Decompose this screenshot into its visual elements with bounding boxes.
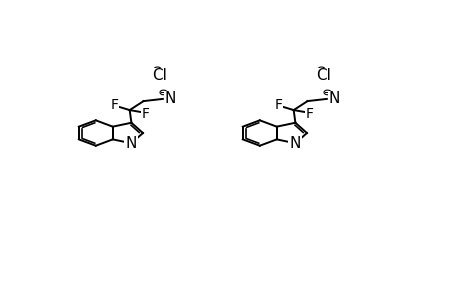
Text: N: N bbox=[328, 92, 339, 106]
Text: Cl: Cl bbox=[151, 68, 166, 83]
Text: N: N bbox=[164, 92, 176, 106]
Text: F: F bbox=[142, 107, 150, 121]
Text: N: N bbox=[125, 136, 137, 151]
Text: F: F bbox=[274, 98, 282, 112]
Text: N: N bbox=[289, 136, 301, 151]
Text: F: F bbox=[305, 107, 313, 121]
Text: Cl: Cl bbox=[315, 68, 330, 83]
Text: F: F bbox=[110, 98, 118, 112]
